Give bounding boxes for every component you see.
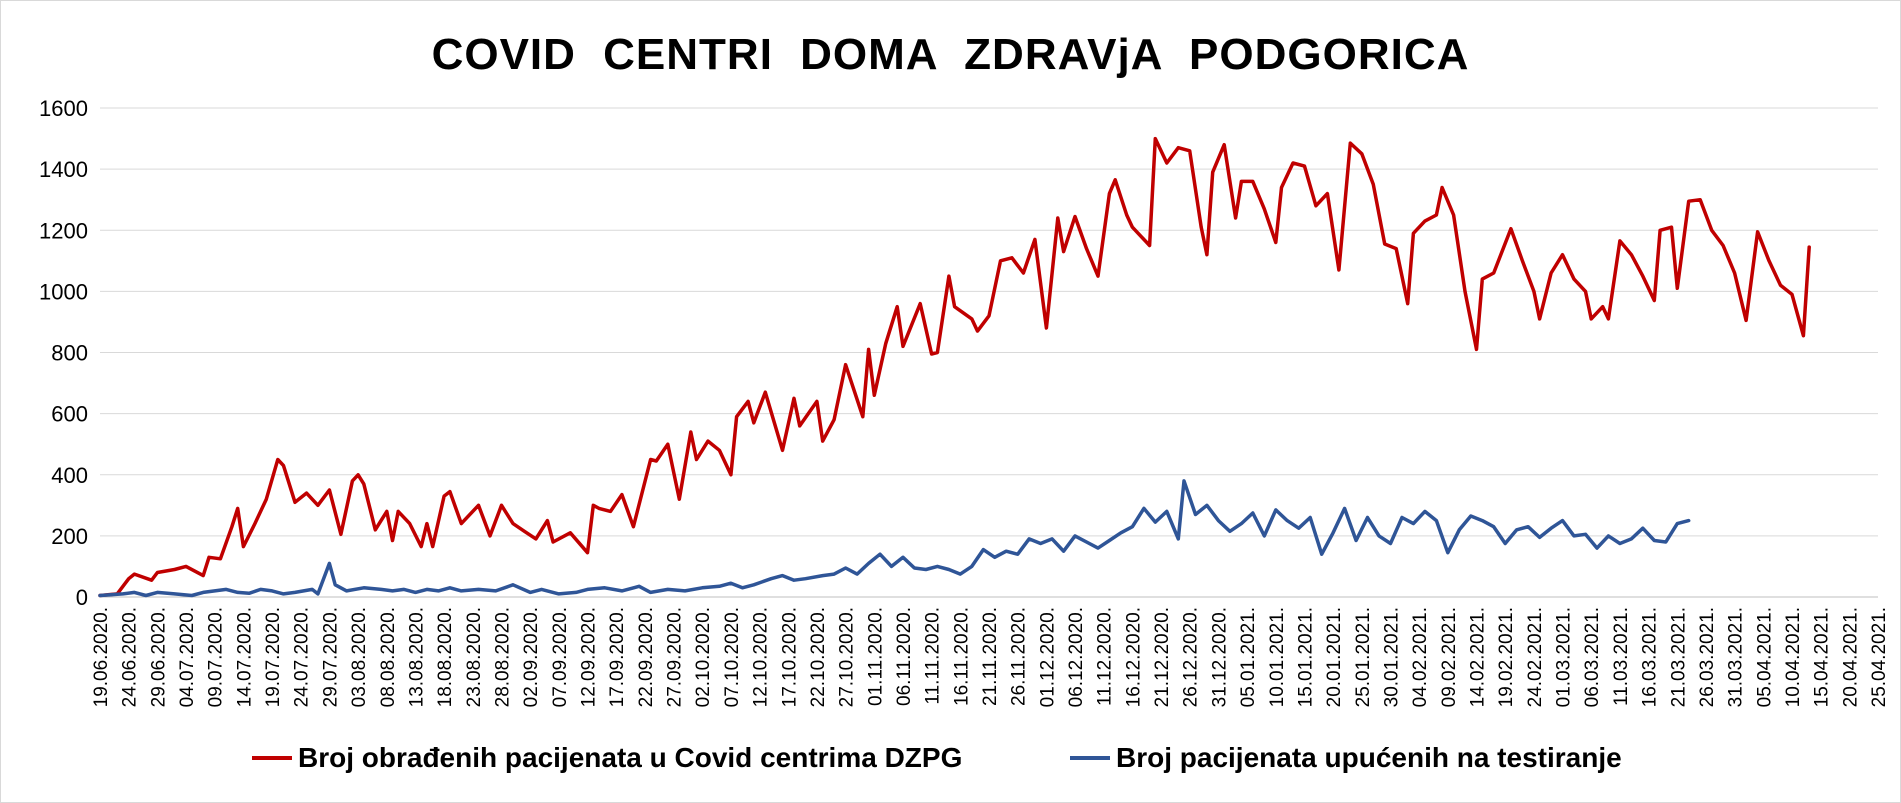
x-tick-label: 15.01.2021. [1295,607,1316,707]
x-tick-label: 26.12.2020. [1181,607,1202,707]
x-tick-label: 13.08.2020. [406,607,427,707]
x-tick-label: 20.04.2021. [1840,607,1861,707]
x-tick-label: 06.03.2021. [1582,607,1603,707]
x-tick-label: 06.12.2020. [1066,607,1087,707]
x-tick-label: 17.09.2020. [607,607,628,707]
x-tick-label: 22.10.2020. [808,607,829,707]
x-tick-label: 22.09.2020. [636,607,657,707]
x-tick-label: 12.10.2020. [751,607,772,707]
x-tick-label: 24.02.2021. [1525,607,1546,707]
x-tick-label: 21.03.2021. [1668,607,1689,707]
x-tick-label: 25.01.2021. [1353,607,1374,707]
x-tick-label: 12.09.2020. [579,607,600,707]
x-tick-label: 27.10.2020. [837,607,858,707]
x-tick-label: 04.02.2021. [1410,607,1431,707]
x-tick-label: 25.04.2021. [1869,607,1890,707]
y-tick-label: 0 [76,585,88,610]
legend-label-series-1: Broj obrađenih pacijenata u Covid centri… [298,742,963,773]
y-tick-label: 1000 [39,279,88,304]
x-tick-label: 14.02.2021. [1468,607,1489,707]
chart-title: COVID CENTRI DOMA ZDRAVjA PODGORICA [431,30,1470,79]
x-tick-label: 05.01.2021. [1238,607,1259,707]
x-tick-label: 02.10.2020. [693,607,714,707]
x-tick-label: 07.10.2020. [722,607,743,707]
x-tick-label: 17.10.2020. [779,607,800,707]
x-tick-label: 11.12.2020. [1095,607,1116,706]
x-tick-label: 21.11.2020. [980,607,1001,706]
x-tick-label: 26.11.2020. [1009,607,1030,706]
x-tick-label: 10.04.2021. [1783,607,1804,707]
x-tick-label: 11.03.2021. [1611,607,1632,706]
x-tick-label: 26.03.2021. [1697,607,1718,707]
series-line-1 [98,136,1811,598]
legend-swatch-series-1 [252,756,292,760]
y-tick-label: 1600 [39,96,88,121]
x-tick-label: 01.11.2020. [865,607,886,706]
x-tick-label: 11.11.2020. [923,607,944,705]
legend-label-series-2: Broj pacijenata upućenih na testiranje [1116,742,1622,773]
x-tick-label: 19.06.2020. [91,607,112,707]
series-line-2 [98,479,1691,598]
x-tick-label: 19.02.2021. [1496,607,1517,707]
x-tick-label: 07.09.2020. [550,607,571,707]
x-tick-label: 29.07.2020. [320,607,341,707]
y-tick-label: 600 [51,402,88,427]
x-tick-label: 06.11.2020. [894,607,915,706]
x-tick-label: 08.08.2020. [378,607,399,707]
y-tick-label: 400 [51,463,88,488]
x-tick-label: 29.06.2020. [148,607,169,707]
x-tick-label: 02.09.2020. [521,607,542,707]
x-tick-label: 31.12.2020. [1209,607,1230,707]
x-tick-label: 20.01.2021. [1324,607,1345,707]
x-tick-label: 16.12.2020. [1123,607,1144,707]
legend-item-series-2: Broj pacijenata upućenih na testiranje [1070,742,1622,774]
x-tick-label: 21.12.2020. [1152,607,1173,707]
x-tick-label: 05.04.2021. [1754,607,1775,707]
x-tick-label: 01.03.2021. [1554,607,1575,707]
x-tick-label: 09.02.2021. [1439,607,1460,707]
x-tick-label: 15.04.2021. [1812,607,1833,707]
x-tick-label: 31.03.2021. [1726,607,1747,707]
x-tick-label: 16.11.2020. [951,607,972,706]
y-tick-label: 800 [51,341,88,366]
x-tick-label: 16.03.2021. [1640,607,1661,707]
y-tick-label: 200 [51,524,88,549]
x-tick-label: 18.08.2020. [435,607,456,707]
chart-legend: Broj obrađenih pacijenata u Covid centri… [0,742,1901,782]
x-tick-label: 10.01.2021. [1267,607,1288,707]
x-tick-label: 30.01.2021. [1381,607,1402,707]
x-tick-label: 27.09.2020. [665,607,686,707]
x-tick-label: 04.07.2020. [177,607,198,707]
x-tick-label: 24.07.2020. [292,607,313,707]
x-tick-label: 23.08.2020. [464,607,485,707]
x-tick-label: 24.06.2020. [120,607,141,707]
legend-swatch-series-2 [1070,756,1110,760]
y-tick-label: 1400 [39,157,88,182]
x-tick-label: 03.08.2020. [349,607,370,707]
x-tick-label: 09.07.2020. [206,607,227,707]
x-tick-label: 14.07.2020. [234,607,255,707]
x-tick-label: 28.08.2020. [492,607,513,707]
y-tick-label: 1200 [39,218,88,243]
x-tick-label: 19.07.2020. [263,607,284,707]
legend-item-series-1: Broj obrađenih pacijenata u Covid centri… [252,742,962,774]
x-tick-label: 01.12.2020. [1037,607,1058,707]
